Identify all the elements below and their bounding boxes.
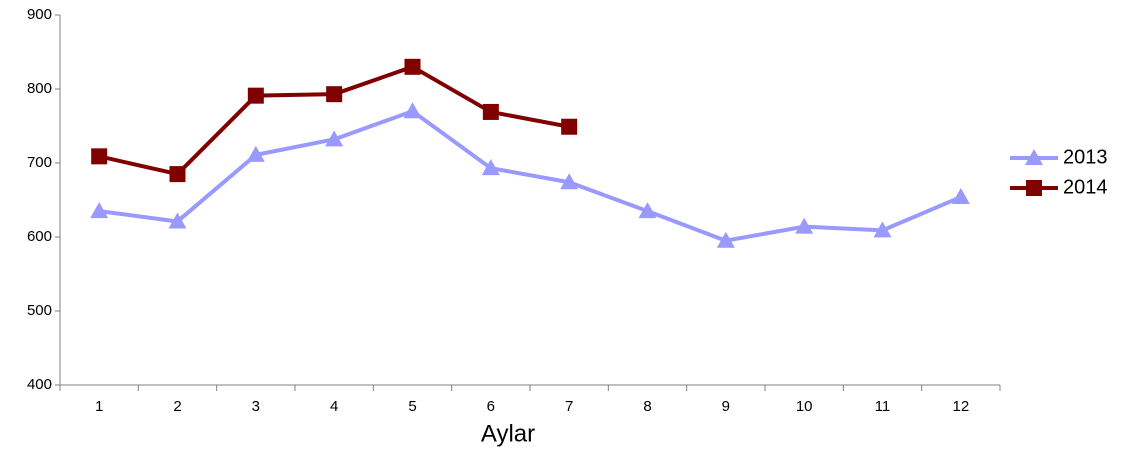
point-marker: [638, 202, 657, 219]
x-tick-label: 1: [95, 398, 103, 415]
y-tick-label: 800: [27, 80, 52, 97]
legend-marker: [1025, 149, 1043, 165]
x-tick-label: 5: [408, 398, 416, 415]
x-tick-label: 7: [565, 398, 573, 415]
x-tick-label: 11: [875, 398, 891, 415]
x-tick-label: 4: [330, 398, 338, 415]
y-tick-label: 700: [27, 154, 52, 171]
x-tick-label: 6: [487, 398, 495, 415]
legend-marker: [1026, 180, 1042, 196]
point-marker: [403, 102, 422, 119]
point-marker: [326, 86, 343, 103]
x-tick-label: 10: [796, 398, 813, 415]
point-marker: [716, 231, 735, 248]
series-line: [98, 109, 962, 243]
x-tick-label: 2: [173, 398, 181, 415]
point-marker: [91, 148, 108, 165]
point-marker: [873, 221, 892, 238]
y-tick-label: 500: [27, 302, 52, 319]
y-tick-label: 600: [27, 228, 52, 245]
point-marker: [951, 188, 970, 205]
point-marker: [246, 145, 265, 162]
point-marker: [325, 130, 344, 147]
point-marker: [247, 87, 264, 104]
legend-label: 2013: [1063, 146, 1108, 168]
point-marker: [90, 202, 109, 219]
x-tick-label: 9: [722, 398, 730, 415]
point-marker: [169, 166, 186, 183]
x-axis-label: Aylar: [481, 420, 535, 447]
legend-label: 2014: [1063, 176, 1108, 198]
x-tick-label: 8: [643, 398, 651, 415]
y-tick-label: 400: [27, 376, 52, 393]
x-tick-label: 12: [952, 398, 969, 415]
point-marker: [560, 173, 579, 190]
point-marker: [561, 118, 578, 135]
x-tick-label: 3: [252, 398, 260, 415]
point-marker: [481, 159, 500, 176]
series-line: [98, 64, 570, 177]
point-marker: [404, 58, 421, 75]
point-marker: [482, 103, 499, 120]
y-tick-label: 900: [27, 6, 52, 23]
point-marker: [795, 217, 814, 234]
point-marker: [168, 212, 187, 229]
